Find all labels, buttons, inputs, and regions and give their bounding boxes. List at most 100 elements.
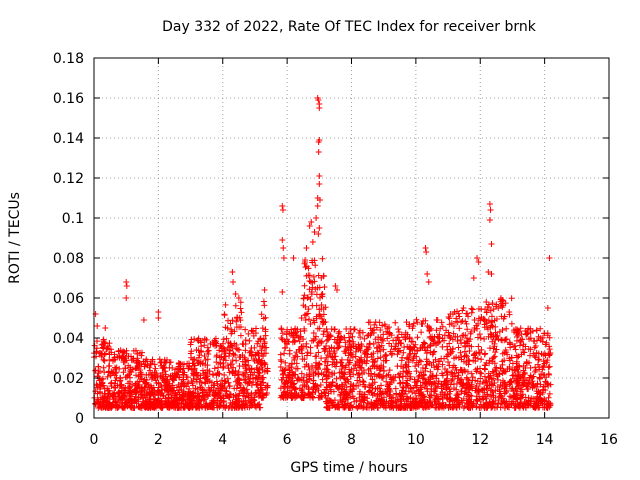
data-point <box>258 364 265 371</box>
data-point <box>231 370 238 377</box>
data-point <box>497 404 504 411</box>
data-point <box>242 376 249 383</box>
data-point <box>280 383 287 390</box>
data-point <box>220 345 227 352</box>
data-point <box>420 371 427 378</box>
data-point <box>365 366 372 373</box>
data-point <box>460 380 467 387</box>
data-point <box>427 368 434 375</box>
data-point <box>499 304 506 311</box>
data-point-outlier <box>311 229 318 235</box>
data-point <box>346 334 353 341</box>
data-point <box>362 383 369 390</box>
data-point <box>404 395 411 402</box>
data-point <box>489 399 496 406</box>
data-point <box>365 400 372 407</box>
data-point <box>237 305 244 312</box>
axis-ticks: 0 2 4 6 8 10 12 14 16 0 0.02 0.04 0.06 0.08 0.1 0.12 0.1… <box>53 51 618 448</box>
data-point <box>426 397 433 404</box>
data-point <box>249 328 256 335</box>
data-point <box>209 371 216 378</box>
data-point <box>494 372 501 379</box>
data-point <box>377 326 384 333</box>
data-point-outlier <box>280 245 287 251</box>
data-point <box>546 363 553 370</box>
data-point <box>242 341 249 348</box>
data-point <box>467 392 474 399</box>
data-point <box>200 370 207 377</box>
data-point-outlier <box>474 255 481 261</box>
data-point <box>138 352 145 359</box>
data-point <box>301 356 308 363</box>
data-point <box>139 395 146 402</box>
data-point <box>451 397 458 404</box>
data-point <box>316 361 323 368</box>
data-point-outlier <box>123 295 130 301</box>
data-point <box>162 368 169 375</box>
data-point-outlier <box>470 275 477 281</box>
data-point-outlier <box>425 279 432 285</box>
data-point <box>132 397 139 404</box>
data-point-outlier <box>313 215 320 221</box>
data-point <box>499 297 506 304</box>
data-point <box>201 342 208 349</box>
data-point <box>380 346 387 353</box>
data-point <box>133 380 140 387</box>
data-point <box>501 337 508 344</box>
data-point <box>356 357 363 364</box>
data-point <box>545 400 552 407</box>
data-point <box>519 336 526 343</box>
data-point <box>527 398 534 405</box>
data-point <box>137 349 144 356</box>
data-point <box>424 388 431 395</box>
data-point <box>446 401 453 408</box>
data-point <box>404 369 411 376</box>
data-point <box>367 319 374 326</box>
data-point <box>370 350 377 357</box>
data-point <box>341 348 348 355</box>
data-point-outlier <box>140 317 147 323</box>
data-point <box>336 343 343 350</box>
data-point <box>160 377 167 384</box>
data-point <box>430 337 437 344</box>
data-point <box>407 375 414 382</box>
data-point <box>112 370 119 377</box>
data-point <box>545 364 552 371</box>
data-point <box>518 392 525 399</box>
data-point <box>311 257 318 264</box>
data-point <box>359 396 366 403</box>
data-point <box>386 392 393 399</box>
data-point <box>316 338 323 345</box>
data-point <box>151 404 158 411</box>
data-point <box>468 328 475 335</box>
data-point <box>317 313 324 320</box>
data-point <box>163 379 170 386</box>
data-point <box>420 393 427 400</box>
data-point <box>361 335 368 342</box>
data-point <box>500 377 507 384</box>
data-point <box>309 394 316 401</box>
data-point <box>333 382 340 389</box>
data-point-outlier <box>487 207 494 213</box>
data-point <box>388 351 395 358</box>
data-point <box>514 363 521 370</box>
data-point <box>477 335 484 342</box>
data-point <box>325 373 332 380</box>
data-point <box>310 337 317 344</box>
data-point <box>259 325 266 332</box>
data-point <box>409 325 416 332</box>
data-point <box>147 390 154 397</box>
data-point <box>240 402 247 409</box>
data-point <box>212 389 219 396</box>
data-point <box>157 359 164 366</box>
data-point <box>522 394 529 401</box>
data-point-outlier <box>235 295 242 301</box>
data-point <box>441 366 448 373</box>
data-point <box>501 390 508 397</box>
data-point <box>242 347 249 354</box>
data-point <box>382 353 389 360</box>
data-point <box>431 348 438 355</box>
data-point <box>306 286 313 293</box>
data-point <box>518 386 525 393</box>
data-point <box>382 404 389 411</box>
